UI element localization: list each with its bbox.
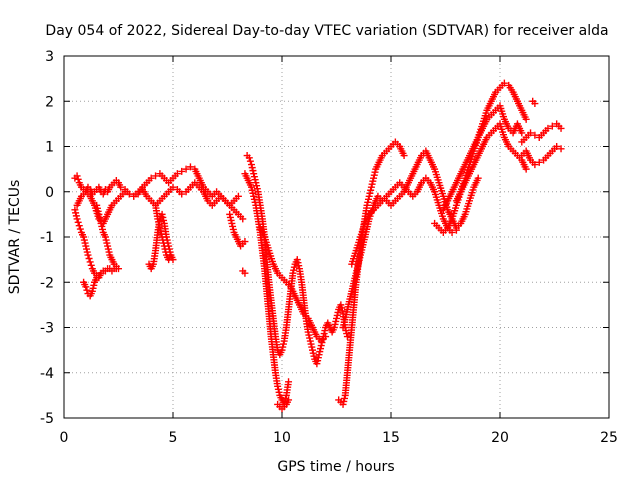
data-point bbox=[152, 172, 160, 180]
data-point bbox=[147, 174, 155, 182]
data-point bbox=[239, 215, 247, 223]
data-point bbox=[452, 226, 460, 234]
data-point bbox=[522, 165, 530, 173]
data-point-fill bbox=[74, 175, 82, 183]
grid-lines bbox=[64, 56, 609, 418]
data-point bbox=[285, 378, 293, 386]
data-point bbox=[557, 124, 565, 132]
data-point bbox=[448, 228, 456, 236]
data-series bbox=[241, 170, 293, 408]
y-tick-label: -3 bbox=[40, 321, 54, 337]
x-axis-label: GPS time / hours bbox=[277, 459, 394, 475]
data-series bbox=[518, 120, 565, 146]
y-axis-label: SDTVAR / TECUs bbox=[7, 180, 23, 295]
y-tick-label: -2 bbox=[40, 275, 54, 291]
data-series bbox=[80, 271, 103, 300]
data-point bbox=[322, 333, 330, 341]
data-series bbox=[518, 143, 565, 169]
data-point bbox=[182, 165, 190, 173]
data-series bbox=[439, 102, 526, 214]
data-point bbox=[73, 215, 81, 223]
data-point bbox=[169, 183, 177, 191]
data-series bbox=[152, 201, 175, 264]
data-point bbox=[474, 174, 482, 182]
y-tick-label: -5 bbox=[40, 411, 54, 427]
data-series bbox=[274, 396, 293, 413]
data-point bbox=[527, 129, 535, 137]
data-point bbox=[84, 251, 92, 259]
data-point bbox=[173, 170, 181, 178]
data-series bbox=[256, 224, 330, 345]
data-point bbox=[82, 283, 90, 291]
data-series bbox=[71, 206, 120, 282]
data-point bbox=[531, 100, 539, 108]
data-point bbox=[121, 188, 129, 196]
data-point bbox=[548, 122, 556, 130]
data-series bbox=[452, 120, 530, 205]
axis-ticks: 0 5 10 15 20 25 -5 -4 -3 -2 -1 0 1 2 3 bbox=[40, 49, 618, 446]
data-point-fill bbox=[87, 261, 95, 269]
x-tick-label: 5 bbox=[169, 430, 178, 446]
data-series bbox=[335, 138, 408, 408]
data-point bbox=[75, 222, 83, 230]
data-series bbox=[93, 201, 122, 273]
data-point bbox=[400, 152, 408, 160]
data-point bbox=[557, 145, 565, 153]
x-tick-label: 25 bbox=[600, 430, 618, 446]
data-point bbox=[167, 251, 175, 259]
data-point bbox=[95, 271, 103, 279]
data-point bbox=[245, 154, 253, 162]
data-point-fill bbox=[83, 286, 91, 294]
y-tick-label: -1 bbox=[40, 230, 54, 246]
data-point bbox=[343, 333, 351, 341]
x-tick-label: 15 bbox=[382, 430, 400, 446]
y-tick-label: -4 bbox=[40, 366, 54, 382]
data-series bbox=[529, 97, 539, 108]
data-point bbox=[535, 158, 543, 166]
data-point bbox=[115, 265, 122, 273]
x-tick-label: 10 bbox=[273, 430, 291, 446]
data-series bbox=[243, 152, 351, 368]
data-point bbox=[117, 183, 125, 191]
data-point-fill bbox=[246, 157, 254, 165]
data-point-fill bbox=[76, 225, 84, 233]
chart-title: Day 054 of 2022, Sidereal Day-to-day VTE… bbox=[45, 23, 608, 39]
data-point bbox=[522, 115, 530, 123]
x-tick-label: 20 bbox=[491, 430, 509, 446]
data-point bbox=[178, 167, 186, 175]
data-points bbox=[71, 79, 565, 413]
data-point bbox=[518, 129, 526, 137]
data-point bbox=[186, 163, 194, 171]
y-tick-label: 2 bbox=[45, 94, 54, 110]
data-series bbox=[145, 210, 177, 273]
data-point bbox=[531, 161, 539, 169]
x-tick-label: 0 bbox=[60, 430, 69, 446]
data-point bbox=[500, 79, 508, 87]
data-point bbox=[544, 124, 552, 132]
data-point bbox=[125, 190, 133, 198]
data-point-fill bbox=[85, 254, 93, 262]
data-series bbox=[239, 267, 249, 277]
y-tick-label: 0 bbox=[45, 185, 54, 201]
data-point bbox=[178, 190, 186, 198]
data-series bbox=[226, 210, 249, 250]
data-point bbox=[285, 396, 293, 404]
data-point bbox=[86, 258, 94, 266]
y-tick-label: 3 bbox=[45, 49, 54, 65]
data-point bbox=[531, 131, 539, 139]
data-point bbox=[241, 238, 249, 246]
data-point-fill bbox=[74, 218, 82, 226]
data-point bbox=[73, 172, 81, 180]
data-point bbox=[241, 269, 249, 277]
data-point bbox=[234, 192, 242, 200]
y-tick-label: 1 bbox=[45, 140, 54, 156]
data-point bbox=[553, 143, 561, 150]
